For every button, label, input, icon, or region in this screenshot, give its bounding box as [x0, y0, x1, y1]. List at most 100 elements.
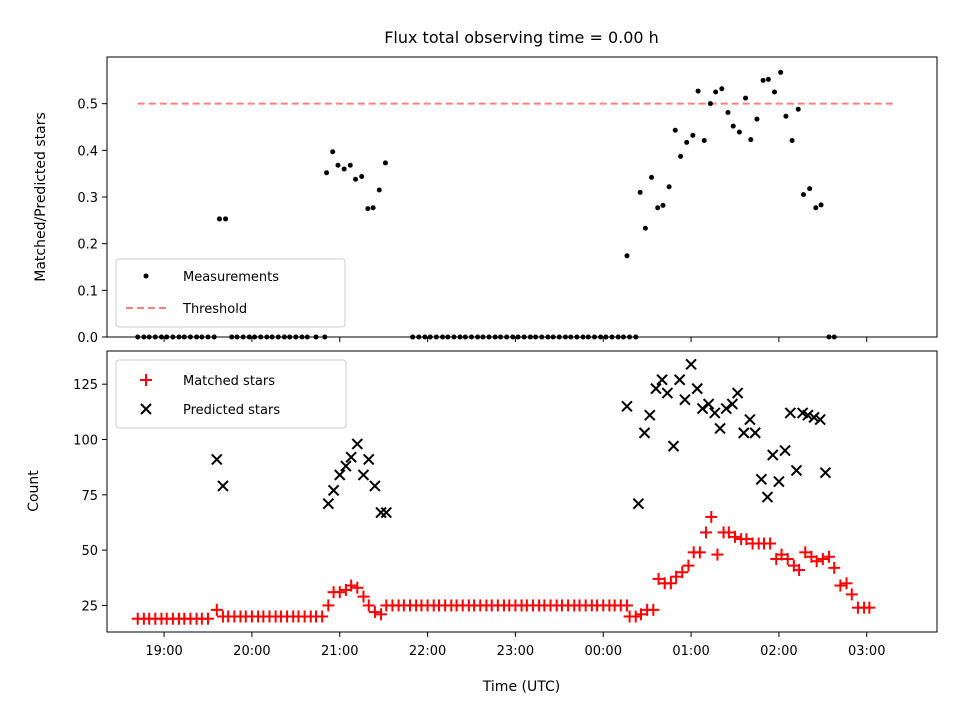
measurement-point: [341, 166, 347, 172]
predicted-point: [327, 484, 340, 497]
bottom-axes-frame: [106, 350, 938, 633]
predicted-point: [340, 460, 352, 472]
measurement-point: [353, 176, 359, 182]
predicted-point: [650, 382, 662, 395]
measurement-point: [725, 110, 731, 116]
matched-point: [333, 586, 346, 599]
predicted-point: [802, 409, 814, 421]
predicted-point: [761, 491, 774, 503]
predicted-point: [638, 427, 651, 439]
predicted-point: [621, 400, 633, 413]
measurement-point: [701, 138, 707, 144]
top-chart-title: Flux total observing time = 0.00 h: [384, 28, 659, 47]
measurement-point: [223, 216, 229, 222]
bottom-xtick-label: 19:00: [145, 644, 182, 659]
predicted-point: [644, 409, 656, 421]
bottom-xtick-label: 00:00: [585, 644, 622, 659]
predicted-point: [702, 398, 715, 410]
measurement-point: [642, 225, 648, 231]
predicted-point: [363, 453, 375, 466]
measurement-point: [637, 189, 643, 195]
matched-point: [351, 581, 364, 594]
measurement-point: [760, 77, 766, 83]
predicted-point: [685, 358, 697, 370]
predicted-point: [714, 422, 726, 435]
predicted-point: [369, 480, 381, 492]
bottom-xtick-label: 23:00: [497, 644, 534, 659]
matched-point: [863, 601, 876, 614]
measurement-point: [707, 101, 713, 107]
measurement-point: [736, 129, 742, 135]
bottom-ticks: 25 50 75 100 125 19:00 20:00 21:00 22:00 23:00 00:…: [73, 378, 885, 659]
measurement-point: [655, 205, 661, 211]
predicted-point: [773, 475, 785, 488]
measurement-point: [789, 138, 795, 144]
bottom-xtick-label: 03:00: [848, 644, 885, 659]
measurement-point: [330, 149, 336, 155]
predicted-point: [380, 506, 393, 519]
measurement-point: [365, 206, 371, 212]
matched-point: [316, 610, 329, 623]
measurement-point: [800, 192, 806, 198]
measurement-point: [347, 162, 353, 168]
top-ytick-label: 0.4: [77, 144, 98, 159]
matched-point: [840, 577, 853, 590]
measurement-point: [743, 95, 749, 101]
matched-point: [620, 599, 633, 612]
predicted-point: [334, 469, 346, 481]
matched-point: [810, 555, 823, 568]
matched-point: [816, 552, 829, 565]
predicted-point: [744, 413, 756, 426]
matched-point: [828, 561, 841, 574]
measurement-point: [382, 160, 388, 166]
top-panel: 0.0 0.1 0.2 0.3 0.4 0.5 Matched/Predicted sta…: [33, 56, 938, 346]
matched-point: [357, 590, 370, 603]
predicted-point: [351, 438, 364, 450]
matched-point: [693, 546, 706, 559]
predicted-point: [819, 466, 832, 479]
measurement-point: [772, 89, 778, 95]
bottom-ytick-label: 25: [81, 599, 98, 614]
measurement-point: [660, 202, 666, 208]
predicted-point: [345, 451, 357, 463]
predicted-points: [211, 358, 832, 519]
predicted-point: [217, 480, 229, 492]
predicted-point: [357, 469, 370, 481]
top-ytick-label: 0.5: [77, 98, 98, 113]
matched-point: [682, 559, 695, 572]
predicted-point: [632, 497, 645, 510]
matched-point: [705, 510, 718, 523]
measurement-point: [807, 186, 813, 192]
measurement-point: [765, 76, 771, 82]
matched-point: [676, 566, 689, 579]
bottom-ylabel: Count: [26, 470, 42, 512]
predicted-point: [731, 387, 744, 399]
predicted-point: [679, 393, 691, 406]
matched-point: [711, 548, 724, 561]
predicted-point: [656, 374, 668, 386]
legend-predicted-marker: [140, 403, 152, 415]
matched-point: [345, 579, 358, 592]
matched-point: [635, 608, 648, 621]
predicted-point: [808, 411, 820, 424]
measurement-point: [678, 153, 684, 159]
matched-point: [845, 588, 858, 601]
bottom-ytick-label: 50: [81, 544, 98, 559]
predicted-point: [720, 402, 732, 415]
measurement-point: [649, 174, 655, 180]
measurement-point: [783, 113, 789, 119]
predicted-point: [661, 387, 674, 399]
predicted-point: [673, 374, 686, 386]
matched-point: [799, 546, 812, 559]
predicted-point: [691, 382, 703, 395]
predicted-point: [779, 444, 791, 457]
bottom-ytick-label: 75: [81, 489, 98, 504]
matched-point: [670, 570, 683, 583]
measurement-point: [324, 170, 330, 176]
legend-measurements-marker: [143, 273, 149, 279]
predicted-point: [709, 407, 721, 419]
measurement-point: [684, 139, 690, 145]
matched-point: [781, 552, 794, 565]
bottom-xtick-label: 02:00: [760, 644, 797, 659]
